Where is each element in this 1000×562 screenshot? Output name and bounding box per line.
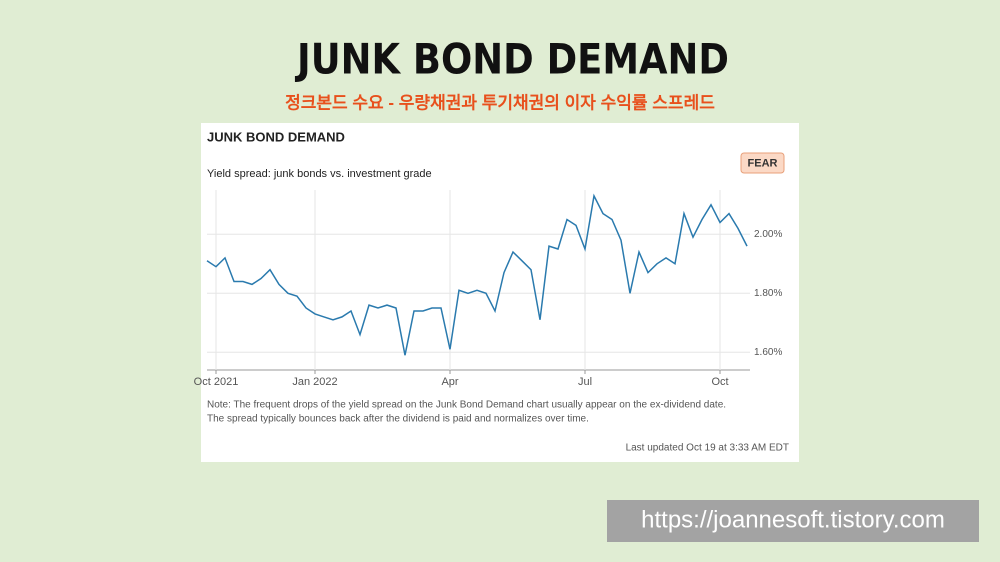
x-tick-label: Oct	[711, 376, 728, 388]
series-line	[206, 193, 748, 356]
x-tick-label: Jan 2022	[292, 376, 337, 388]
chart-subtitle: Yield spread: junk bonds vs. investment …	[207, 168, 432, 180]
url-box	[607, 500, 979, 542]
x-tick-label: Jul	[578, 376, 592, 388]
chart-title: JUNK BOND DEMAND	[207, 129, 345, 144]
fear-badge	[740, 152, 785, 174]
x-tick-label: Oct 2021	[194, 376, 239, 388]
slide-subtitle: 정크본드 수요 - 우량채권과 투기채권의 이자 수익률 스프레드	[285, 93, 715, 112]
badge-label: FEAR	[748, 157, 778, 169]
y-tick-label: 1.80%	[754, 288, 782, 299]
last-updated: Last updated Oct 19 at 3:33 AM EDT	[626, 443, 789, 454]
note-line: Note: The frequent drops of the yield sp…	[207, 400, 726, 411]
slide-title: JUNK BOND DEMAND	[294, 35, 729, 84]
x-tick-label: Apr	[441, 376, 458, 388]
y-tick-label: 1.60%	[754, 347, 782, 358]
note-line: The spread typically bounces back after …	[207, 414, 589, 425]
url: https://joannesoft.tistory.com	[641, 506, 945, 533]
y-tick-label: 2.00%	[754, 229, 782, 240]
